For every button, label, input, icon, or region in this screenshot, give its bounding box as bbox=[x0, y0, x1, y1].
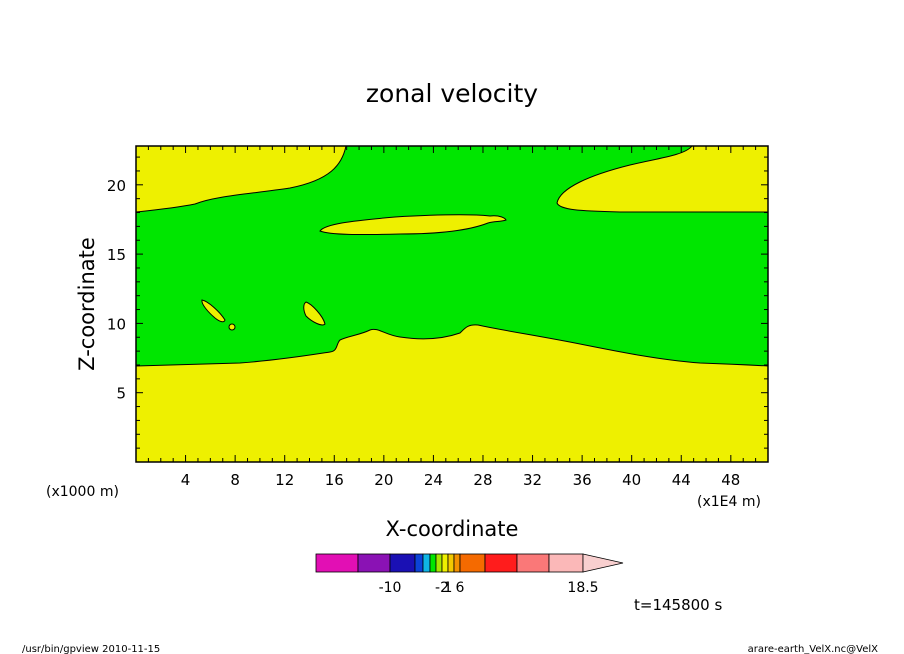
colorbar-segment bbox=[441, 553, 449, 573]
x-tick-label: 48 bbox=[721, 471, 740, 489]
lower-yellow-region bbox=[135, 324, 769, 463]
y-tick-label: 15 bbox=[107, 246, 126, 264]
chart-title: zonal velocity bbox=[366, 79, 538, 108]
colorbar-segment bbox=[357, 553, 391, 573]
colorbar-label: 18.5 bbox=[567, 580, 598, 596]
colorbar-extend-arrow bbox=[582, 553, 624, 573]
central-lens-yellow-region bbox=[319, 214, 507, 236]
colorbar-segment bbox=[315, 553, 359, 573]
x-tick-label: 20 bbox=[374, 471, 393, 489]
x-axis-label: X-coordinate bbox=[386, 517, 519, 541]
x-unit-label: (x1000 m) bbox=[46, 484, 119, 500]
y-tick-label: 5 bbox=[116, 385, 126, 403]
y-tick-label: 10 bbox=[107, 315, 126, 333]
footer-right: arare-earth_VelX.nc@VelX bbox=[748, 644, 879, 654]
colorbar-segment bbox=[447, 553, 455, 573]
colorbar-segment bbox=[435, 553, 443, 573]
footer-left: /usr/bin/gpview 2010-11-15 bbox=[22, 644, 160, 654]
colorbar-segment bbox=[548, 553, 584, 573]
small-blob-right bbox=[303, 301, 326, 326]
x-tick-label: 24 bbox=[424, 471, 443, 489]
colorbar-label: -10 bbox=[379, 580, 402, 596]
x-tick-label: 40 bbox=[622, 471, 641, 489]
x-axis-ticks: 4 8 12 16 20 24 28 32 36 40 44 48 bbox=[147, 146, 757, 489]
x-tick-label: 8 bbox=[230, 471, 240, 489]
upper-right-yellow-region bbox=[556, 145, 769, 213]
colorbar-label: 6 bbox=[456, 580, 465, 596]
colorbar: -10 -21 6 18.5 bbox=[315, 553, 624, 596]
colorbar-segment bbox=[459, 553, 486, 573]
x-tick-label: 32 bbox=[523, 471, 542, 489]
colorbar-segment bbox=[429, 553, 437, 573]
x-tick-label: 12 bbox=[275, 471, 294, 489]
small-blob-left bbox=[201, 299, 226, 323]
time-label: t=145800 s bbox=[634, 596, 722, 614]
x-tick-label: 28 bbox=[473, 471, 492, 489]
y-axis-label: Z-coordinate bbox=[75, 237, 99, 371]
colorbar-segment bbox=[453, 553, 461, 573]
plot-frame bbox=[135, 145, 769, 463]
x-tick-label: 4 bbox=[181, 471, 191, 489]
x-tick-label: 16 bbox=[325, 471, 344, 489]
colorbar-segment bbox=[516, 553, 550, 573]
upper-left-yellow-region bbox=[135, 145, 347, 213]
colorbar-label: 1 bbox=[444, 580, 453, 596]
x-scale-label: (x1E4 m) bbox=[697, 494, 761, 510]
x-tick-label: 44 bbox=[672, 471, 691, 489]
y-tick-label: 20 bbox=[107, 177, 126, 195]
colorbar-segment bbox=[389, 553, 416, 573]
colorbar-segment bbox=[422, 553, 431, 573]
colorbar-label: -2 bbox=[435, 580, 449, 596]
colorbar-segment bbox=[414, 553, 424, 573]
y-axis-ticks: 5 10 15 20 bbox=[107, 156, 768, 449]
colorbar-segment bbox=[484, 553, 518, 573]
x-tick-label: 36 bbox=[573, 471, 592, 489]
small-dot bbox=[228, 323, 236, 331]
